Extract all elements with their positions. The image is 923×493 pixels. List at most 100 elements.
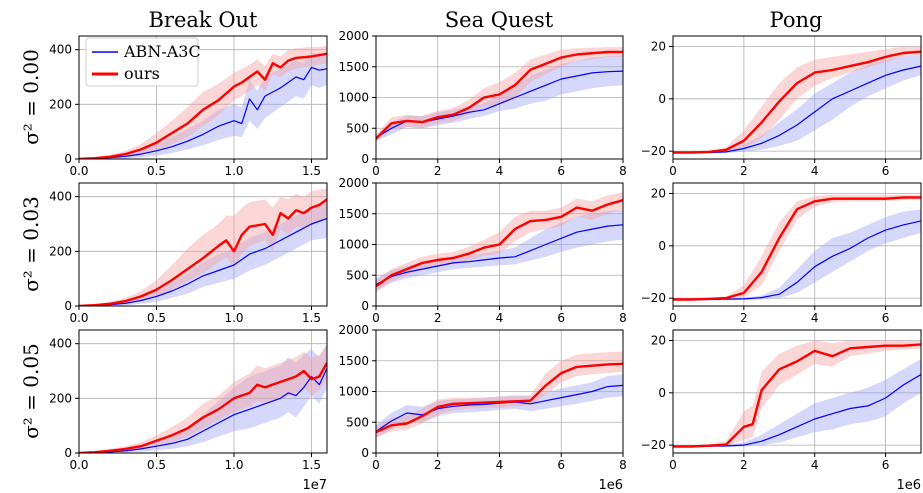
panel-pong-row1-ytick-label-0: −20: [641, 291, 666, 305]
panel-sea-quest-row1-ytick-label-4: 2000: [338, 176, 369, 190]
panel-sea-quest-row2-ytick-label-0: 0: [361, 446, 369, 460]
panel-sea-quest-row1-xtick-label-2: 4: [496, 311, 504, 325]
panel-break-out-row2-ytick-label-1: 200: [49, 391, 72, 405]
panel-sea-quest-row2-xtick-label-3: 6: [557, 458, 565, 472]
panel-sea-quest-row2-ytick-label-1: 500: [346, 415, 369, 429]
panel-sea-quest-row2-x-offset-label: 1e6: [598, 478, 623, 493]
panel-break-out-row1-xtick-label-0: 0.0: [69, 311, 88, 325]
panel-pong-row1-xtick-label-1: 2: [740, 311, 748, 325]
panel-break-out-row1-ytick-label-0: 0: [64, 299, 72, 313]
panel-pong-row2-plot-area: [673, 340, 921, 448]
panel-sea-quest-row2-band-abn-a3c: [376, 374, 623, 438]
panel-pong-row2-ytick-label-2: 20: [651, 333, 666, 347]
panel-break-out-row0: 0.0 0.5 1.0 1.5 0 200 400: [49, 35, 328, 178]
panel-sea-quest-row0: 0 2 4 6 8 0 500 1000 1500 2000: [338, 29, 626, 178]
panel-sea-quest-row2-plot-area: [376, 351, 623, 438]
panel-break-out-row2-ytick-label-2: 400: [49, 337, 72, 351]
panel-break-out-row2-frame: [78, 329, 328, 454]
panel-pong-row2-xtick-label-2: 4: [811, 458, 819, 472]
panel-break-out-row1-line-ours: [79, 198, 327, 306]
panel-sea-quest-row1: 0 2 4 6 8 0 500 1000 1500 2000: [338, 176, 626, 325]
panel-break-out-row2-ytick-label-0: 0: [64, 446, 72, 460]
panel-break-out-row0-line-ours: [79, 52, 327, 159]
panel-break-out-row0-plot-area: [79, 45, 327, 159]
panel-break-out-row1-ytick-label-1: 200: [49, 244, 72, 258]
row-label-sigma-2: σ² = 0.05: [19, 343, 43, 439]
panel-pong-row0-ytick-label-0: −20: [641, 144, 666, 158]
panel-pong-row1-plot-area: [673, 194, 921, 301]
panel-pong-row2-xtick-label-1: 2: [740, 458, 748, 472]
panel-break-out-row0-xtick-label-1: 0.5: [147, 164, 166, 178]
row-label-sigma-0: σ² = 0.00: [19, 49, 43, 145]
panel-break-out-row0-xtick-label-0: 0.0: [69, 164, 88, 178]
panel-sea-quest-row1-band-abn-a3c: [376, 210, 623, 291]
panel-break-out-row0-xtick-label-3: 1.5: [302, 164, 321, 178]
panel-break-out-row2-line-ours: [79, 362, 327, 453]
panel-pong-row0-xtick-label-1: 2: [740, 164, 748, 178]
panel-break-out-row2-plot-area: [79, 343, 327, 453]
panel-break-out-row1-xtick-label-2: 1.0: [224, 311, 243, 325]
panel-sea-quest-row0-ytick-label-4: 2000: [338, 29, 369, 43]
panel-pong-row1-band-ours: [673, 194, 921, 301]
panel-break-out-row1-plot-area: [79, 188, 327, 306]
panel-pong-row1-frame: [672, 182, 922, 307]
panel-sea-quest-row0-ytick-label-0: 0: [361, 152, 369, 166]
legend-label-ours: ours: [124, 64, 160, 83]
panel-break-out-row2-xtick-label-1: 0.5: [147, 458, 166, 472]
panel-pong-row0-xtick-label-2: 4: [811, 164, 819, 178]
panel-sea-quest-row2-ytick-label-4: 2000: [338, 323, 369, 337]
panel-sea-quest-row1-line-abn-a3c: [376, 224, 623, 286]
panel-sea-quest-row0-ytick-label-1: 500: [346, 121, 369, 135]
panel-break-out-row0-xtick-label-2: 1.0: [224, 164, 243, 178]
panel-sea-quest-row0-xtick-label-0: 0: [372, 164, 380, 178]
panel-break-out-row2-xtick-label-2: 1.0: [224, 458, 243, 472]
panel-sea-quest-row2-xtick-label-2: 4: [496, 458, 504, 472]
panel-break-out-row1-xtick-label-3: 1.5: [302, 311, 321, 325]
panel-break-out-row2-band-abn-a3c: [79, 343, 327, 453]
panel-pong-row1-band-abn-a3c: [673, 209, 921, 301]
column-title-pong: Pong: [770, 8, 823, 32]
panel-pong-row1-xtick-label-0: 0: [669, 311, 677, 325]
panel-sea-quest-row1-plot-area: [376, 192, 623, 293]
panel-pong-row2-x-offset-label: 1e6: [896, 478, 921, 493]
legend: ABN-A3C ours: [85, 37, 201, 87]
panel-sea-quest-row0-ytick-label-2: 1000: [338, 91, 369, 105]
panel-pong-row1-ytick-label-2: 20: [651, 186, 666, 200]
panel-sea-quest-row1-ytick-label-3: 1500: [338, 207, 369, 221]
panel-sea-quest-row2-xtick-label-1: 2: [434, 458, 442, 472]
panel-break-out-row1: 0.0 0.5 1.0 1.5 0 200 400: [49, 182, 328, 325]
panel-sea-quest-row1-xtick-label-0: 0: [372, 311, 380, 325]
panel-pong-row1-line-ours: [673, 196, 921, 301]
panel-pong-row0-band-abn-a3c: [673, 54, 921, 154]
panel-sea-quest-row1-xtick-label-4: 8: [619, 311, 627, 325]
panel-sea-quest-row1-ytick-label-2: 1000: [338, 238, 369, 252]
panel-sea-quest-row0-line-ours: [376, 50, 623, 140]
panel-pong-row0-ytick-label-1: 0: [658, 92, 666, 106]
panel-break-out-row2-xtick-label-0: 0.0: [69, 458, 88, 472]
panel-sea-quest-row0-xtick-label-3: 6: [557, 164, 565, 178]
column-title-breakout: Break Out: [149, 8, 259, 32]
panel-sea-quest-row1-ytick-label-0: 0: [361, 299, 369, 313]
panel-sea-quest-row2-ytick-label-2: 1000: [338, 385, 369, 399]
legend-label-abn-a3c: ABN-A3C: [123, 42, 201, 61]
panel-sea-quest-row0-xtick-label-2: 4: [496, 164, 504, 178]
panel-break-out-row1-ytick-label-2: 400: [49, 190, 72, 204]
panel-pong-row0-line-ours: [673, 50, 921, 154]
panel-sea-quest-row1-xtick-label-3: 6: [557, 311, 565, 325]
panel-break-out-row0-line-abn-a3c: [79, 66, 327, 159]
panel-pong-row2-frame: [672, 329, 922, 454]
panel-pong-row0-plot-area: [673, 46, 921, 154]
panel-sea-quest-row0-plot-area: [376, 47, 623, 142]
panel-pong-row2-xtick-label-0: 0: [669, 458, 677, 472]
panel-sea-quest-row2-xtick-label-4: 8: [619, 458, 627, 472]
panel-break-out-row0-ytick-label-2: 400: [49, 43, 72, 57]
panel-sea-quest-row2-xtick-label-0: 0: [372, 458, 380, 472]
panel-break-out-row2-x-offset-label: 1e7: [302, 478, 327, 493]
panel-sea-quest-row2: 0 2 4 6 8 0 500 1000 1500 2000 1e6: [338, 323, 626, 493]
panel-pong-row0-band-ours: [673, 46, 921, 154]
panel-sea-quest-row1-line-ours: [376, 199, 623, 288]
